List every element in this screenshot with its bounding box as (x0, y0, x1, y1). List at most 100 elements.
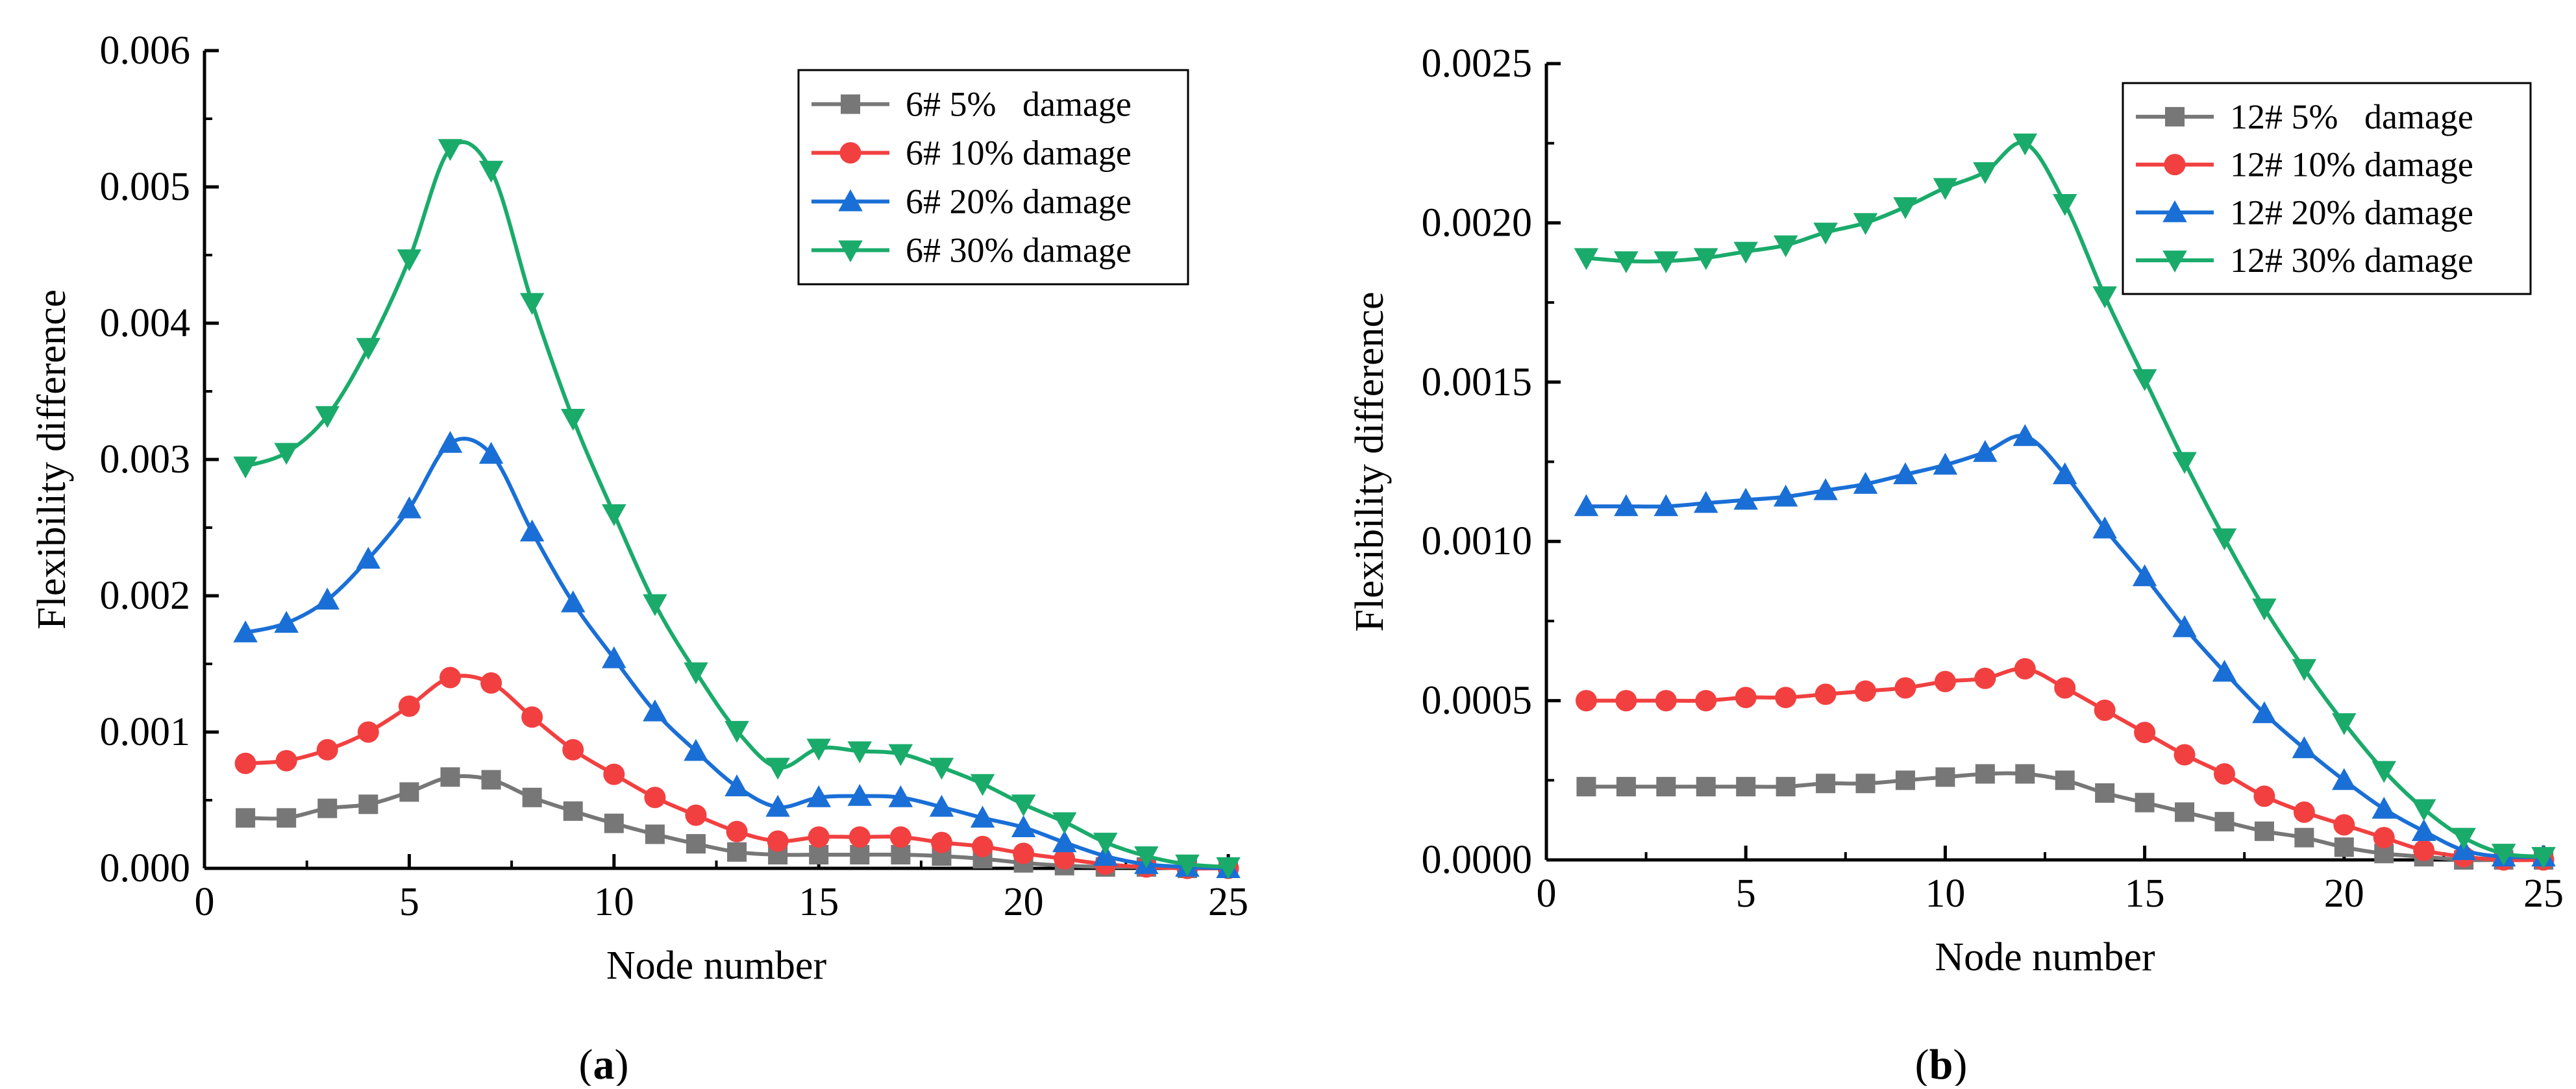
data-point-b-20pct-node10 (1933, 452, 1958, 475)
data-point-a-30pct-node9 (560, 409, 586, 431)
data-point-b-5pct-node1 (1576, 777, 1596, 797)
x-tick-label-a: 10 (594, 880, 634, 924)
y-axis-title-b: Flexibility difference (1348, 292, 1392, 632)
data-point-b-30pct-node19 (2292, 659, 2317, 681)
x-tick-label-a: 20 (1004, 880, 1044, 924)
data-point-a-30pct-node8 (519, 293, 545, 315)
data-point-b-10pct-node17 (2213, 763, 2235, 785)
series-b-10pct (1575, 658, 2555, 871)
data-point-b-10pct-node19 (2293, 801, 2315, 823)
data-point-b-30pct-node25 (2531, 847, 2556, 869)
data-point-a-5pct-node7 (481, 770, 501, 790)
y-tick-label-a: 0.000 (100, 846, 191, 890)
data-point-a-30pct-node11 (643, 594, 667, 617)
data-point-b-30pct-node17 (2212, 528, 2237, 551)
data-point-a-10pct-node11 (644, 787, 666, 809)
data-point-a-20pct-node15 (806, 785, 831, 807)
data-point-a-5pct-node10 (604, 813, 624, 833)
data-point-a-20pct-node4 (356, 546, 381, 569)
data-point-b-20pct-node13 (2052, 462, 2077, 485)
legend-marker-a-30pct (838, 240, 863, 263)
y-tick-label-b: 0.0025 (1422, 42, 1533, 86)
data-point-a-5pct-node4 (358, 794, 378, 814)
data-point-b-20pct-node9 (1893, 462, 1918, 485)
data-point-b-10pct-node2 (1615, 690, 1637, 712)
y-tick-label-a: 0.003 (100, 437, 191, 482)
legend-label-b-30pct: 12# 30% damage (2230, 241, 2473, 280)
x-tick-label-a: 25 (1208, 880, 1248, 924)
data-point-a-5pct-node11 (645, 824, 665, 844)
data-point-b-30pct-node23 (2451, 827, 2476, 850)
data-point-b-30pct-node16 (2172, 452, 2197, 474)
legend-a: 6# 5% damage 6# 10% damage 6# 20% damage 6#… (797, 69, 1189, 286)
series-b-30pct (1574, 133, 2556, 869)
data-point-a-20pct-node8 (519, 519, 545, 542)
data-point-b-10pct-node21 (2373, 827, 2395, 849)
series-b-5pct (1576, 764, 2553, 870)
legend-entry-b-10pct: 12# 10% damage (2136, 145, 2473, 184)
series-line-a-20pct (245, 436, 1229, 870)
x-tick-label-b: 15 (2125, 872, 2165, 916)
data-point-b-30pct-node15 (2132, 369, 2157, 391)
data-point-a-30pct-node25 (1216, 857, 1241, 879)
data-point-a-30pct-node21 (1052, 812, 1077, 835)
data-point-a-30pct-node15 (806, 739, 831, 761)
x-tick-label-b: 0 (1537, 872, 1557, 916)
x-axis-title-b: Node number (1935, 935, 2155, 979)
data-point-b-5pct-node17 (2214, 812, 2235, 832)
data-point-a-10pct-node21 (1054, 848, 1076, 870)
data-point-b-10pct-node5 (1735, 687, 1757, 709)
data-point-a-20pct-node12 (684, 739, 708, 761)
x-tick-label-a: 0 (195, 880, 215, 924)
legend-label-a-10pct: 6# 10% damage (906, 134, 1132, 173)
data-point-a-20pct-node7 (478, 441, 504, 464)
data-point-a-10pct-node15 (808, 826, 830, 848)
data-point-b-10pct-node8 (1855, 680, 1877, 702)
data-point-a-20pct-node14 (765, 794, 790, 817)
data-point-a-10pct-node8 (521, 706, 543, 728)
data-point-b-20pct-node18 (2252, 701, 2277, 724)
legend-label-a-5pct: 6# 5% damage (906, 85, 1132, 124)
caption-a-letter: a (593, 1041, 615, 1086)
data-point-b-20pct-node2 (1614, 494, 1639, 517)
data-point-b-30pct-node18 (2252, 598, 2277, 621)
y-tick-label-b: 0.0020 (1422, 201, 1533, 245)
data-point-b-10pct-node14 (2094, 699, 2116, 721)
data-point-a-30pct-node4 (356, 337, 381, 360)
data-point-a-20pct-node1 (233, 620, 258, 642)
caption-b: (b) (1915, 1041, 1968, 1086)
data-point-b-5pct-node6 (1776, 777, 1796, 797)
data-point-b-10pct-node10 (1934, 670, 1956, 692)
data-point-b-5pct-node10 (1935, 767, 1955, 787)
data-point-b-20pct-node15 (2132, 564, 2157, 587)
data-point-b-30pct-node9 (1893, 197, 1918, 219)
y-tick-label-b: 0.0000 (1422, 838, 1533, 882)
data-point-a-30pct-node16 (847, 741, 873, 764)
data-point-b-5pct-node2 (1616, 777, 1636, 797)
data-point-a-20pct-node16 (847, 783, 873, 806)
data-point-a-20pct-node19 (970, 805, 995, 828)
data-point-a-10pct-node3 (316, 739, 338, 761)
data-point-a-10pct-node18 (930, 831, 952, 853)
data-point-b-20pct-node20 (2332, 768, 2357, 790)
data-point-b-10pct-node11 (1974, 667, 1996, 689)
legend-marker-a-10pct (839, 142, 861, 164)
chart-b: 0.0000 0.0005 0.0010 0.0015 0.0020 0.0025 0 5 10… (1348, 42, 2564, 979)
data-point-b-20pct-node21 (2372, 796, 2396, 819)
data-point-a-30pct-node22 (1093, 833, 1118, 855)
data-point-a-10pct-node1 (234, 752, 256, 774)
data-point-b-5pct-node18 (2254, 821, 2274, 841)
data-point-a-20pct-node22 (1093, 844, 1118, 866)
data-point-a-20pct-node17 (888, 785, 913, 807)
legend-marker-a-5pct (841, 94, 860, 114)
data-point-b-5pct-node12 (2015, 764, 2035, 784)
data-point-a-5pct-node13 (727, 842, 747, 862)
data-point-a-30pct-node10 (602, 504, 626, 526)
data-point-a-30pct-node7 (478, 160, 504, 183)
data-point-b-5pct-node20 (2334, 837, 2354, 857)
data-point-a-20pct-node6 (438, 431, 463, 453)
data-point-a-30pct-node23 (1134, 846, 1159, 868)
data-point-b-30pct-node2 (1614, 251, 1639, 274)
data-point-b-20pct-node3 (1653, 494, 1679, 517)
legend-marker-b-20pct (2162, 200, 2187, 223)
